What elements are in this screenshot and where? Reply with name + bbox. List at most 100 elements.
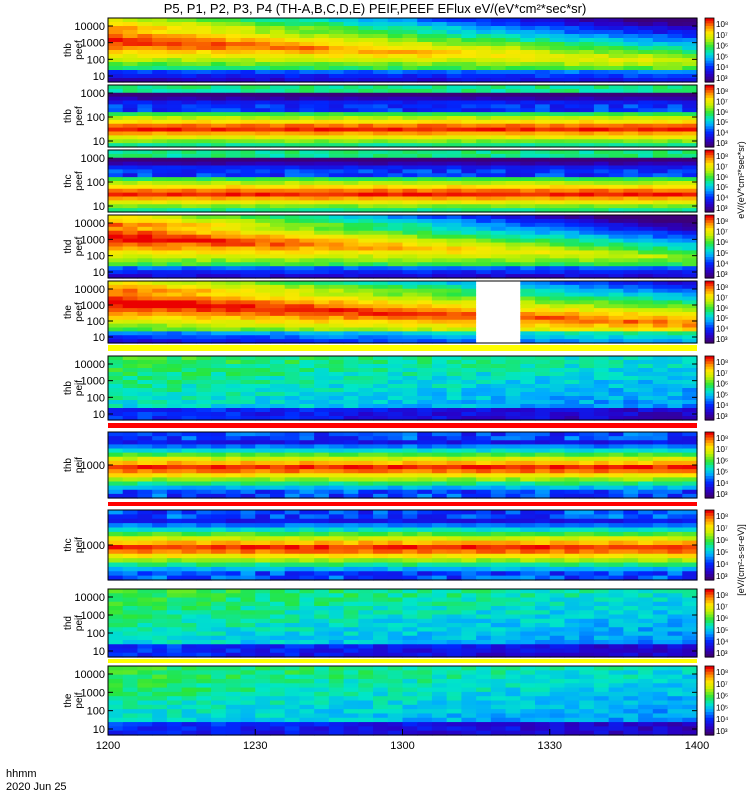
heatmap-cell bbox=[652, 208, 669, 213]
heatmap-cell bbox=[373, 50, 389, 55]
heatmap-cell bbox=[299, 456, 315, 462]
heatmap-cell bbox=[328, 315, 345, 321]
heatmap-cell bbox=[652, 74, 669, 79]
heatmap-cell bbox=[623, 452, 639, 458]
heatmap-cell bbox=[682, 396, 698, 401]
heatmap-cell bbox=[166, 376, 183, 381]
heatmap-cell bbox=[122, 153, 139, 159]
heatmap-cell bbox=[520, 153, 536, 159]
colorbar-segment bbox=[705, 489, 714, 494]
heatmap-cell bbox=[255, 161, 271, 167]
heatmap-cell bbox=[196, 238, 212, 244]
heatmap-cell bbox=[181, 571, 197, 577]
colorbar-segment bbox=[705, 173, 714, 177]
heatmap-cell bbox=[505, 292, 521, 298]
heatmap-cell bbox=[328, 184, 345, 190]
heatmap-cell bbox=[682, 356, 698, 361]
heatmap-cell bbox=[328, 58, 345, 63]
heatmap-cell bbox=[269, 204, 286, 209]
heatmap-cell bbox=[240, 22, 256, 27]
heatmap-cell bbox=[255, 192, 271, 198]
heatmap-cell bbox=[343, 356, 359, 361]
heatmap-cell bbox=[343, 440, 359, 445]
heatmap-cell bbox=[520, 485, 536, 491]
heatmap-cell bbox=[505, 296, 521, 301]
heatmap-cell bbox=[608, 188, 624, 194]
heatmap-cell bbox=[166, 460, 183, 466]
heatmap-cell bbox=[682, 46, 698, 51]
heatmap-cell bbox=[152, 416, 168, 421]
heatmap-cell bbox=[652, 315, 669, 321]
heatmap-cell bbox=[402, 489, 418, 495]
heatmap-cell bbox=[152, 254, 168, 259]
heatmap-cell bbox=[108, 177, 124, 182]
heatmap-cell bbox=[122, 38, 139, 43]
heatmap-cell bbox=[196, 30, 212, 35]
heatmap-cell bbox=[255, 184, 271, 190]
heatmap-cell bbox=[682, 161, 698, 167]
heatmap-cell bbox=[255, 131, 271, 136]
heatmap-cell bbox=[623, 34, 639, 39]
heatmap-cell bbox=[343, 108, 359, 113]
heatmap-cell bbox=[240, 460, 256, 466]
heatmap-cell bbox=[343, 416, 359, 421]
heatmap-cell bbox=[417, 254, 433, 259]
heatmap-cell bbox=[284, 469, 301, 474]
heatmap-cell bbox=[461, 493, 477, 499]
heatmap-cell bbox=[387, 177, 404, 182]
heatmap-cell bbox=[108, 400, 124, 405]
heatmap-cell bbox=[402, 169, 418, 174]
heatmap-cell bbox=[211, 88, 227, 94]
colorbar-segment bbox=[705, 364, 714, 368]
heatmap-cell bbox=[181, 460, 197, 466]
colorbar-segment bbox=[705, 141, 714, 146]
heatmap-cell bbox=[593, 392, 610, 397]
heatmap-cell bbox=[476, 34, 492, 39]
heatmap-cell bbox=[564, 388, 580, 393]
heatmap-cell bbox=[476, 54, 492, 59]
colorbar-segment bbox=[705, 409, 714, 413]
heatmap-cell bbox=[108, 392, 124, 397]
heatmap-cell bbox=[181, 226, 197, 232]
heatmap-cell bbox=[108, 26, 124, 31]
heatmap-cell bbox=[137, 465, 153, 470]
heatmap-cell bbox=[122, 518, 139, 524]
heatmap-cell bbox=[181, 108, 197, 113]
heatmap-cell bbox=[284, 300, 301, 305]
y-tick-label: 100 bbox=[87, 112, 105, 124]
heatmap-cell bbox=[240, 540, 256, 546]
colorbar-tick-label: 10⁴ bbox=[716, 129, 729, 138]
heatmap-cell bbox=[682, 408, 698, 413]
heatmap-cell bbox=[608, 78, 624, 83]
heatmap-cell bbox=[137, 312, 153, 317]
heatmap-cell bbox=[652, 246, 669, 252]
heatmap-cell bbox=[269, 38, 286, 43]
heatmap-cell bbox=[652, 127, 669, 133]
heatmap-cell bbox=[387, 250, 404, 255]
heatmap-cell bbox=[520, 384, 536, 389]
heatmap-cell bbox=[152, 96, 168, 102]
heatmap-cell bbox=[593, 226, 610, 232]
heatmap-cell bbox=[358, 153, 374, 159]
heatmap-cell bbox=[476, 284, 492, 290]
heatmap-cell bbox=[358, 200, 374, 205]
heatmap-cell bbox=[314, 408, 330, 413]
heatmap-cell bbox=[152, 34, 168, 39]
heatmap-cell bbox=[166, 226, 183, 232]
heatmap-cell bbox=[225, 523, 242, 529]
heatmap-cell bbox=[137, 364, 153, 369]
heatmap-cell bbox=[137, 510, 153, 515]
heatmap-cell bbox=[358, 388, 374, 393]
heatmap-cell bbox=[137, 388, 153, 393]
heatmap-cell bbox=[358, 460, 374, 466]
heatmap-cell bbox=[211, 196, 227, 201]
heatmap-cell bbox=[417, 116, 433, 121]
colorbar-segment bbox=[705, 283, 714, 287]
heatmap-cell bbox=[593, 38, 610, 43]
heatmap-cell bbox=[181, 215, 197, 220]
heatmap-cell bbox=[269, 469, 286, 474]
heatmap-cell bbox=[269, 452, 286, 458]
heatmap-cell bbox=[402, 400, 418, 405]
heatmap-cell bbox=[535, 323, 551, 329]
heatmap-cell bbox=[593, 376, 610, 381]
